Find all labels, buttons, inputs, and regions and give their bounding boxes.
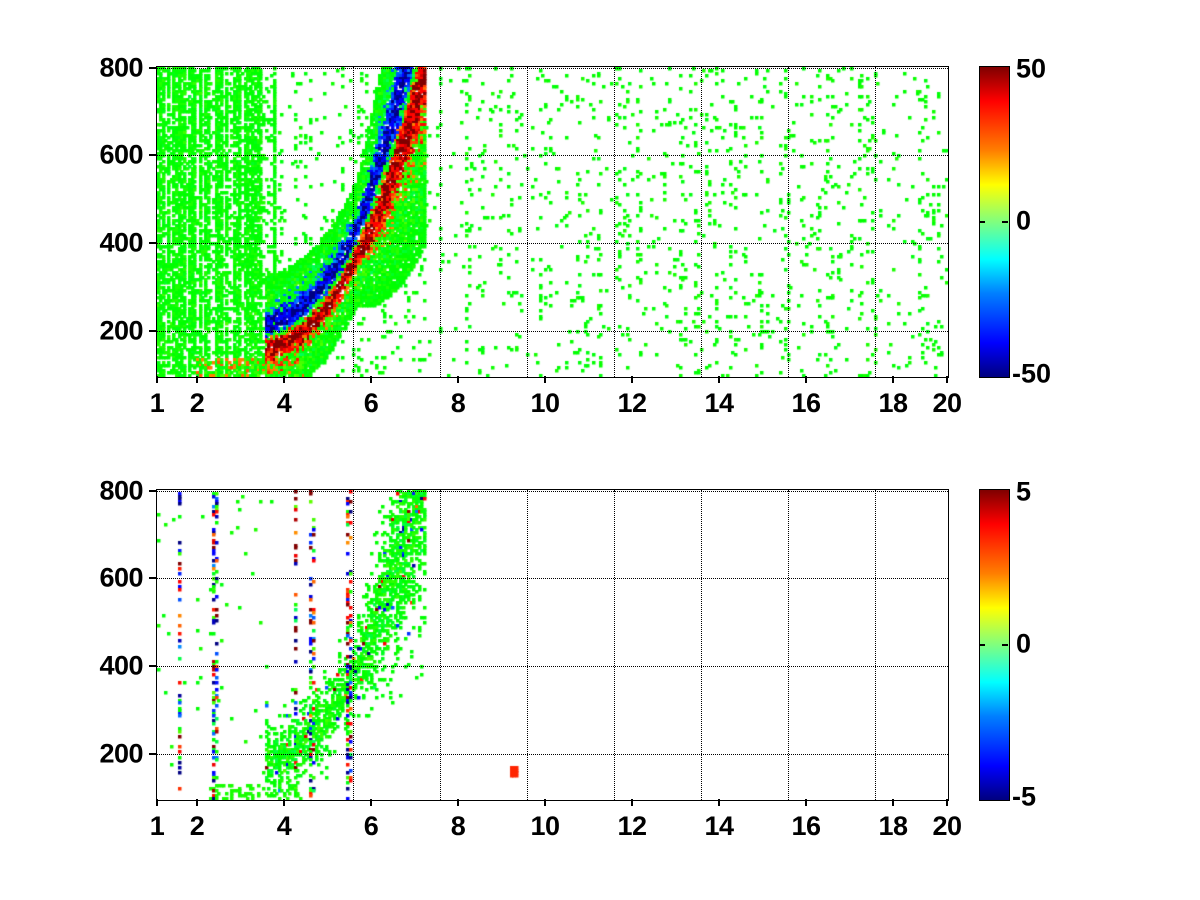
- bottom-colorbar-label-mid: 0: [1016, 629, 1031, 660]
- top-xtick-1: [156, 376, 158, 383]
- bot-ytick-600: [149, 577, 156, 579]
- top-xticklabel-10: 10: [530, 388, 559, 419]
- bot-xtick-20: [946, 799, 948, 806]
- bot-ytick-800: [149, 490, 156, 492]
- bot-yticklabel-200: 200: [85, 739, 143, 770]
- bot-ytick-400: [149, 665, 156, 667]
- bot-xticklabel-2: 2: [190, 811, 205, 842]
- top-xticklabel-14: 14: [704, 388, 733, 419]
- top-ytick-800: [149, 67, 156, 69]
- bot-xtick-16: [805, 799, 807, 806]
- bot-xtick-8: [457, 799, 459, 806]
- bot-yticklabel-600: 600: [85, 563, 143, 594]
- bot-yticklabel-400: 400: [85, 651, 143, 682]
- top-yticklabel-200: 200: [85, 316, 143, 347]
- bot-xtick-4: [283, 799, 285, 806]
- top-ytick-600: [149, 154, 156, 156]
- bot-ytick-200: [149, 753, 156, 755]
- top-xticklabel-6: 6: [364, 388, 379, 419]
- top-xtick-14: [718, 376, 720, 383]
- figure-root: 1 2 4 6 8 10 12 14 16 18 20 800 600 400 …: [0, 0, 1200, 900]
- top-xtick-4: [283, 376, 285, 383]
- top-ytick-400: [149, 242, 156, 244]
- bot-xticklabel-14: 14: [704, 811, 733, 842]
- bot-xticklabel-20: 20: [932, 811, 961, 842]
- top-ytick-200: [149, 330, 156, 332]
- top-xtick-12: [631, 376, 633, 383]
- top-colorbar-label-min: -50: [1012, 359, 1051, 390]
- top-xtick-2: [196, 376, 198, 383]
- top-xtick-8: [457, 376, 459, 383]
- bot-xticklabel-10: 10: [530, 811, 559, 842]
- bot-xticklabel-6: 6: [364, 811, 379, 842]
- bottom-panel: 1 2 4 6 8 10 12 14 16 18 20 800 600 400 …: [0, 440, 1200, 900]
- top-panel: 1 2 4 6 8 10 12 14 16 18 20 800 600 400 …: [0, 0, 1200, 440]
- top-yticklabel-600: 600: [85, 140, 143, 171]
- top-panel-heatmap-canvas: [157, 67, 948, 377]
- bot-xticklabel-8: 8: [451, 811, 466, 842]
- top-xticklabel-1: 1: [150, 388, 165, 419]
- bot-xticklabel-18: 18: [878, 811, 907, 842]
- bottom-panel-plot-area[interactable]: [156, 489, 949, 801]
- bot-xticklabel-4: 4: [277, 811, 292, 842]
- top-yticklabel-400: 400: [85, 228, 143, 259]
- top-xticklabel-12: 12: [617, 388, 646, 419]
- bottom-colorbar-label-max: 5: [1016, 477, 1031, 508]
- top-xtick-18: [892, 376, 894, 383]
- bot-yticklabel-800: 800: [85, 476, 143, 507]
- top-xticklabel-4: 4: [277, 388, 292, 419]
- bot-xticklabel-16: 16: [791, 811, 820, 842]
- bot-xtick-2: [196, 799, 198, 806]
- bot-xticklabel-1: 1: [150, 811, 165, 842]
- top-xticklabel-18: 18: [878, 388, 907, 419]
- top-xticklabel-20: 20: [932, 388, 961, 419]
- top-colorbar-label-mid: 0: [1016, 206, 1031, 237]
- bot-xtick-14: [718, 799, 720, 806]
- bot-xtick-12: [631, 799, 633, 806]
- top-panel-plot-area[interactable]: [156, 66, 949, 378]
- top-xticklabel-2: 2: [190, 388, 205, 419]
- bot-xtick-18: [892, 799, 894, 806]
- bot-xtick-10: [544, 799, 546, 806]
- bot-xtick-6: [370, 799, 372, 806]
- bottom-colorbar-tick-0: [979, 644, 985, 646]
- top-colorbar-tick-0: [979, 221, 985, 223]
- top-xtick-20: [946, 376, 948, 383]
- bottom-colorbar-label-min: -5: [1012, 782, 1036, 813]
- top-xtick-6: [370, 376, 372, 383]
- bot-xtick-1: [156, 799, 158, 806]
- top-colorbar-label-max: 50: [1016, 54, 1046, 85]
- bot-xticklabel-12: 12: [617, 811, 646, 842]
- top-yticklabel-800: 800: [85, 53, 143, 84]
- top-xtick-10: [544, 376, 546, 383]
- top-xticklabel-16: 16: [791, 388, 820, 419]
- bottom-colorbar-tick-0b: [1002, 644, 1008, 646]
- top-colorbar-tick-0b: [1002, 221, 1008, 223]
- bottom-panel-heatmap-canvas: [157, 490, 948, 800]
- top-xticklabel-8: 8: [451, 388, 466, 419]
- top-xtick-16: [805, 376, 807, 383]
